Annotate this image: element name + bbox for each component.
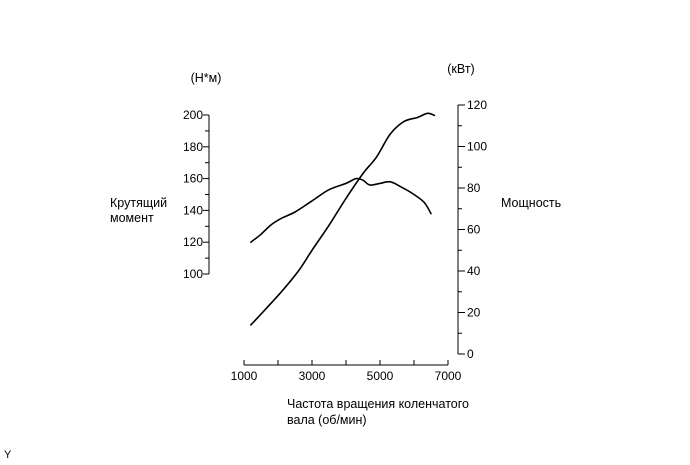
- y-left-tick-label: 180: [183, 140, 203, 154]
- x-axis-label: Частота вращения коленчатого: [287, 397, 469, 411]
- y-right-tick-label: 120: [467, 98, 487, 112]
- curves-group: [250, 112, 436, 326]
- x-tick-label: 7000: [435, 369, 462, 383]
- y-left-tick-label: 120: [183, 235, 203, 249]
- torque-curve: [250, 177, 432, 243]
- y-right-tick-label: 20: [467, 306, 481, 320]
- corner-mark: Y: [4, 449, 12, 461]
- y-right-label: Мощность: [501, 196, 561, 210]
- y-left-tick-label: 200: [183, 108, 203, 122]
- y-left-label: момент: [110, 211, 154, 225]
- y-right-tick-label: 80: [467, 181, 481, 195]
- labels-group: 1000 3000 5000 7000 100 120 140 160 180 200 0 20 40 6…: [110, 62, 561, 427]
- y-left-tick-label: 100: [183, 267, 203, 281]
- x-tick-label: 5000: [367, 369, 394, 383]
- y-right-tick-label: 100: [467, 140, 487, 154]
- power-curve: [250, 112, 436, 326]
- axes-group: [203, 104, 465, 366]
- x-axis-label: вала (об/мин): [287, 413, 367, 427]
- y-right-tick-label: 0: [467, 347, 474, 361]
- x-tick-label: 1000: [231, 369, 258, 383]
- y-right-unit: (кВт): [447, 62, 474, 76]
- y-right-tick-label: 60: [467, 223, 481, 237]
- y-left-unit: (Н*м): [191, 71, 222, 85]
- y-right-tick-label: 40: [467, 264, 481, 278]
- y-left-tick-label: 160: [183, 172, 203, 186]
- y-left-label: Крутящий: [110, 196, 167, 210]
- x-tick-label: 3000: [299, 369, 326, 383]
- y-left-tick-label: 140: [183, 203, 203, 217]
